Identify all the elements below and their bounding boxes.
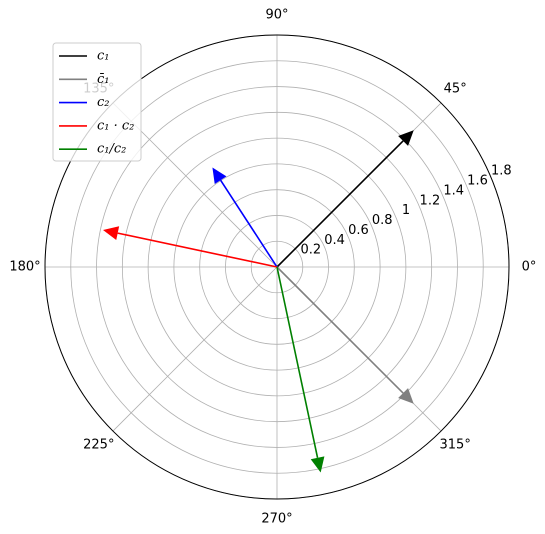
theta-grid-line [112,266,278,432]
r-tick-label: 1.4 [443,183,464,198]
arrow-shaft [276,266,404,394]
arrow [103,226,278,268]
arrow-shaft [276,140,404,268]
arrow [276,266,325,473]
theta-tick-label: 45° [444,81,467,96]
arrow-shaft [219,179,278,268]
r-tick-label: 0.2 [300,243,321,258]
theta-tick-label: 270° [261,512,292,527]
arrow [212,167,278,268]
arrow-head [310,456,325,473]
arrow-shaft [276,266,319,458]
legend-label: c̄₁ [97,72,110,87]
arrow-shaft [117,232,278,268]
arrow [276,130,414,268]
theta-tick-label: 180° [9,260,40,275]
r-tick-label: 0.6 [348,223,369,238]
polar-frame [44,34,510,500]
theta-tick-label: 0° [522,260,537,275]
arrow-head [103,226,120,240]
legend-box [52,42,142,162]
arrow [276,266,414,404]
arrow-head [398,130,414,146]
r-tick-label: 1.2 [420,193,441,208]
r-tick-label: 1 [402,203,410,218]
theta-tick-label: 90° [265,8,288,23]
arrow-head [212,167,227,184]
legend-label: c₂ [97,95,110,110]
legend-label: c₁ · c₂ [97,118,134,133]
arrow-head [398,388,414,404]
theta-tick-label: 225° [83,438,114,453]
r-tick-label: 1.8 [491,164,512,179]
theta-tick-label: 315° [440,438,471,453]
r-tick-label: 0.4 [324,233,345,248]
legend-label: c₁ [97,49,110,64]
r-tick-label: 0.8 [372,213,393,228]
legend-label: c₁/c₂ [97,142,126,157]
r-tick-label: 1.6 [467,174,488,189]
